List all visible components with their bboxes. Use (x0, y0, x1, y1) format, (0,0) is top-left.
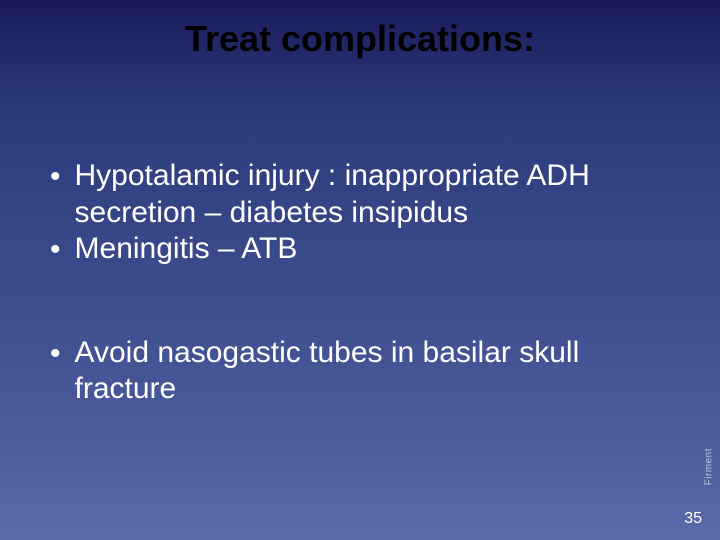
bullet-dot-icon: • (50, 158, 61, 196)
slide-body: • Hypotalamic injury : inappropriate ADH… (44, 158, 676, 474)
slide: Treat complications: • Hypotalamic injur… (0, 0, 720, 540)
bullet-item: • Hypotalamic injury : inappropriate ADH… (44, 158, 676, 231)
slide-title: Treat complications: (0, 18, 720, 60)
bullet-item: • Avoid nasogastic tubes in basilar skul… (44, 335, 676, 408)
bullet-text: Avoid nasogastic tubes in basilar skull … (75, 335, 676, 408)
bullet-group-2: • Avoid nasogastic tubes in basilar skul… (44, 335, 676, 408)
side-label: Firment (703, 448, 714, 485)
bullet-text: Meningitis – ATB (75, 231, 676, 268)
bullet-dot-icon: • (50, 231, 61, 269)
page-number: 35 (684, 510, 702, 528)
bullet-item: • Meningitis – ATB (44, 231, 676, 269)
bullet-text: Hypotalamic injury : inappropriate ADH s… (75, 158, 676, 231)
bullet-group-1: • Hypotalamic injury : inappropriate ADH… (44, 158, 676, 269)
bullet-dot-icon: • (50, 335, 61, 373)
